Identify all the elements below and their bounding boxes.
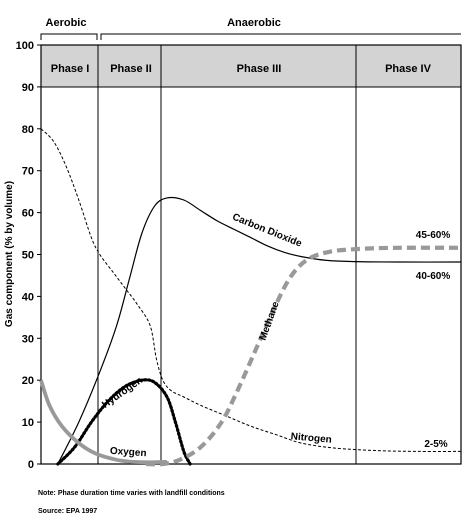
y-tick-label: 70: [22, 166, 34, 178]
series-layer: [39, 128, 462, 467]
label-hydrogen: Hydrogen: [100, 375, 145, 411]
phase-label-3: Phase III: [237, 63, 282, 75]
y-tick-label: 20: [22, 375, 34, 387]
series-line-methane: [145, 245, 462, 467]
y-tick-label: 100: [16, 40, 34, 52]
label-oxygen: Oxygen: [109, 446, 146, 460]
aerobic-bracket: [40, 33, 98, 40]
series-line-carbon-dioxide: [57, 196, 462, 465]
label-carbon-dioxide: Carbon Dioxide: [231, 212, 304, 250]
phase-header-band: Phase I Phase II Phase III Phase IV: [41, 45, 461, 87]
regime-label-aerobic: Aerobic: [46, 17, 87, 29]
y-tick-label: 40: [22, 291, 34, 303]
y-tick-label: 80: [22, 124, 34, 136]
phase-label-4: Phase IV: [385, 63, 432, 75]
chart-source: Source: EPA 1997: [38, 508, 98, 515]
label-range-nitrogen: 2-5%: [424, 439, 447, 450]
label-range-methane: 45-60%: [416, 230, 451, 241]
y-tick-label: 50: [22, 250, 34, 262]
label-range-carbon-dioxide: 40-60%: [416, 271, 451, 282]
y-tick-label: 90: [22, 82, 34, 94]
y-axis: 0 10 20 30 40 50 60 70 80 90 100: [16, 40, 41, 471]
regime-label-anaerobic: Anaerobic: [227, 17, 281, 29]
y-tick-label: 30: [22, 333, 34, 345]
phase-label-2: Phase II: [110, 63, 152, 75]
label-nitrogen: Nitrogen: [290, 431, 332, 446]
phase-label-1: Phase I: [51, 63, 90, 75]
phase-header-bg: [41, 45, 461, 87]
y-tick-label: 0: [28, 459, 34, 471]
regime-header: Aerobic Anaerobic: [40, 17, 461, 40]
y-tick-label: 10: [22, 417, 34, 429]
series-line-nitrogen: [40, 128, 462, 452]
y-axis-label: Gas component (% by volume): [4, 181, 15, 327]
label-methane: Methane: [258, 300, 282, 342]
plot-frame: [40, 44, 462, 465]
series-line-hydrogen: [56, 378, 192, 466]
series-line-oxygen: [39, 379, 168, 465]
y-tick-label: 60: [22, 208, 34, 220]
anaerobic-bracket: [100, 33, 461, 40]
chart-note: Note: Phase duration time varies with la…: [38, 490, 225, 497]
